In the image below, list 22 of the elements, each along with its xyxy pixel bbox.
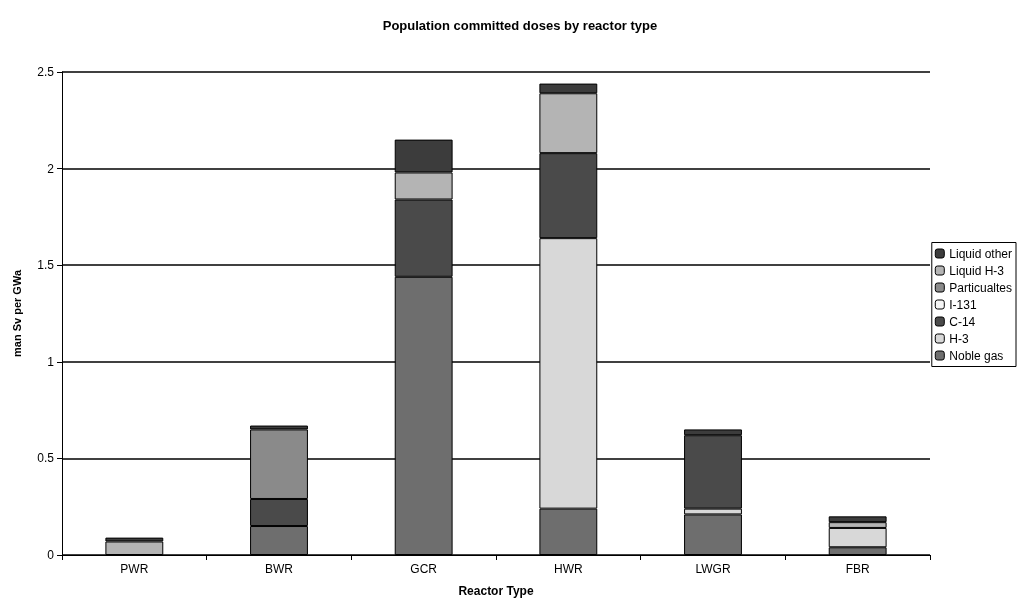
x-tick-label: FBR [845,562,870,576]
y-tick-label: 2.5 [37,65,55,79]
y-axis-title: man Sv per GWa [10,269,23,358]
y-tick-label: 1 [47,354,55,369]
legend-label: H-3 [949,331,969,346]
x-axis-title: Reactor Type [458,584,534,598]
chart-title: Population committed doses by reactor type [382,18,658,33]
y-tick-label: 1.5 [37,258,55,273]
legend-label: Liquid other [949,246,1013,261]
legend-label: Liquid H-3 [949,263,1005,278]
legend-label: I-131 [949,297,977,312]
legend-label: Particualtes [949,280,1012,295]
x-tick-label: BWR [265,562,294,576]
x-tick-label: LWGR [695,562,731,576]
legend-label: C-14 [949,314,976,329]
x-tick-label: PWR [120,562,149,576]
x-tick-label: GCR [410,562,438,576]
x-tick-label: HWR [554,562,583,576]
y-tick-label: 0 [47,548,55,562]
y-tick-label: 2 [47,161,55,176]
y-tick-label: 0.5 [37,451,55,466]
legend-label: Noble gas [949,348,1004,363]
